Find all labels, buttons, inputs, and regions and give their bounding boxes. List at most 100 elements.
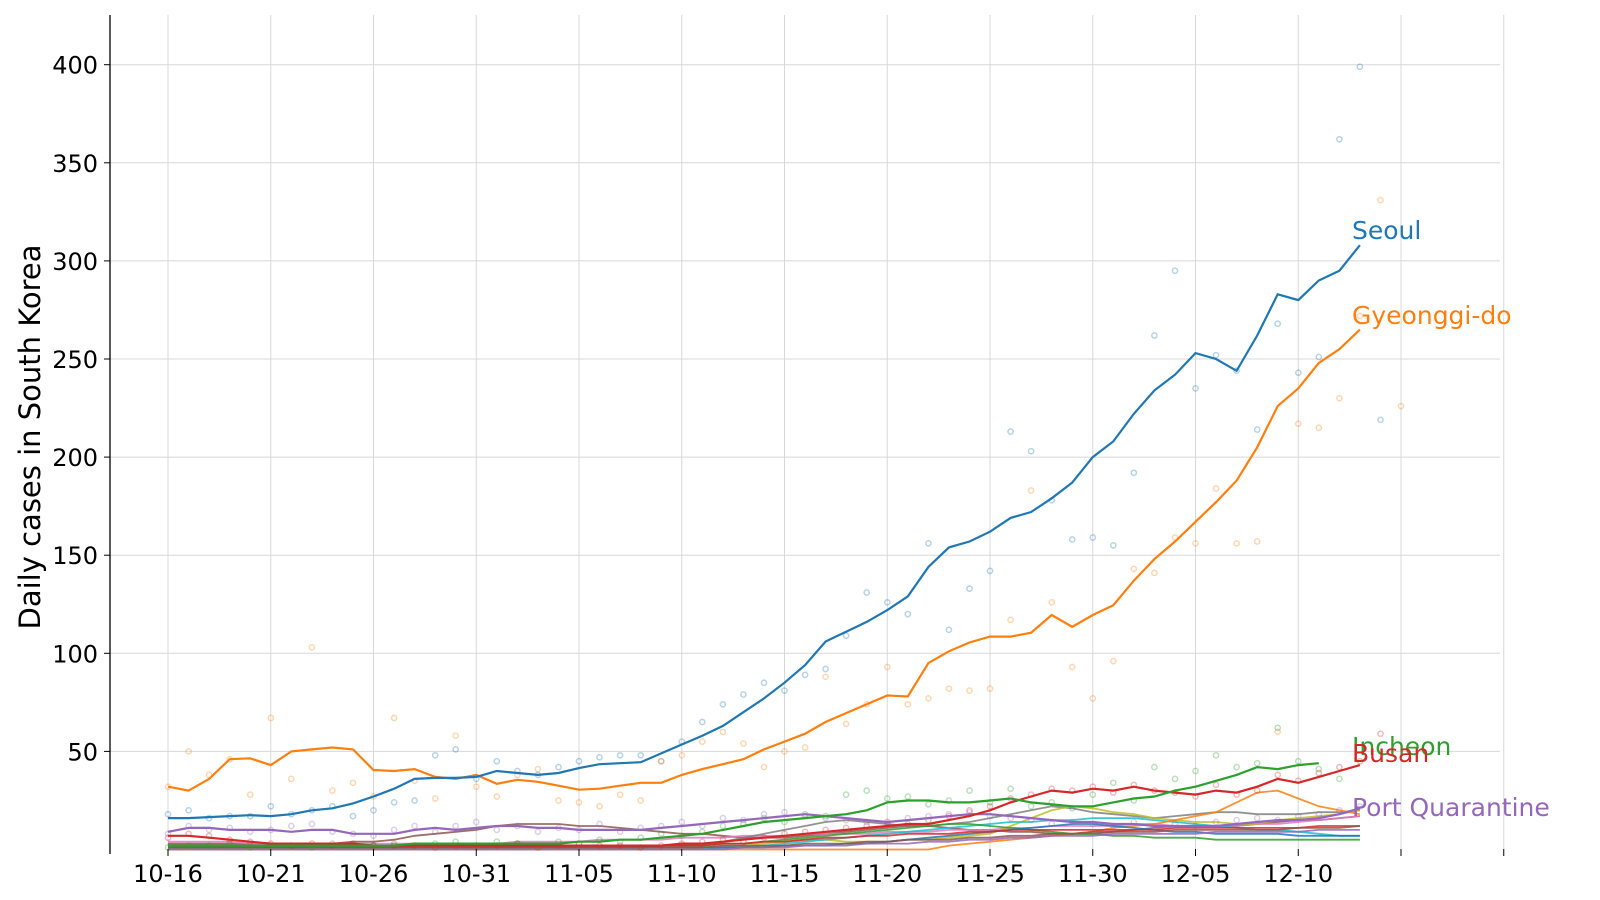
y-tick-label: 50: [67, 738, 98, 766]
daily-point: [657, 757, 665, 765]
daily-point: [719, 822, 727, 830]
daily-point: [1130, 565, 1138, 573]
daily-point: [411, 797, 418, 804]
daily-point: [1315, 769, 1323, 777]
daily-point: [1212, 351, 1220, 359]
y-tick-label: 300: [52, 248, 98, 276]
x-tick-label: 11-15: [750, 860, 820, 888]
daily-point: [1315, 353, 1323, 361]
x-tick-label: 11-25: [955, 860, 1025, 888]
y-tick-label: 100: [52, 640, 98, 668]
daily-point: [370, 806, 377, 814]
daily-point: [1356, 63, 1364, 71]
daily-point: [493, 826, 501, 834]
daily-point: [678, 751, 686, 759]
daily-point: [1027, 487, 1035, 494]
daily-point: [863, 589, 871, 596]
daily-point: [308, 820, 316, 828]
daily-point: [925, 801, 932, 808]
daily-point: [719, 814, 727, 822]
daily-point: [555, 797, 562, 804]
daily-point: [1397, 402, 1405, 410]
daily-point: [1130, 469, 1138, 477]
daily-point: [1253, 814, 1261, 822]
daily-point: [986, 567, 994, 575]
x-tick-label: 11-20: [852, 860, 922, 888]
daily-point: [904, 793, 912, 800]
daily-point: [1356, 312, 1364, 320]
daily-point: [637, 797, 645, 804]
daily-point: [349, 779, 357, 787]
daily-point: [1089, 534, 1097, 541]
daily-point: [637, 751, 645, 759]
daily-point: [925, 695, 932, 702]
daily-point: [883, 598, 891, 606]
daily-point: [1294, 420, 1302, 428]
daily-point: [1192, 385, 1199, 392]
daily-point: [698, 718, 706, 726]
daily-point: [904, 610, 912, 618]
daily-point: [1315, 765, 1323, 773]
x-tick-label: 10-26: [339, 860, 409, 888]
daily-point: [822, 665, 829, 673]
labeled-region-series: [167, 244, 1361, 847]
daily-point: [842, 720, 850, 728]
series-line: [168, 762, 1319, 847]
daily-point: [925, 540, 932, 547]
daily-point: [1027, 447, 1035, 455]
daily-point: [1253, 538, 1261, 545]
x-tick-label: 12-10: [1263, 860, 1333, 888]
series-label: Incheon: [1352, 732, 1451, 761]
y-tick-label: 200: [52, 444, 98, 472]
daily-point: [781, 808, 788, 816]
daily-point: [329, 787, 336, 794]
y-tick-label: 400: [52, 52, 98, 80]
daily-point: [1233, 816, 1240, 824]
daily-point: [1294, 369, 1302, 377]
series-label: Busan: [1352, 739, 1429, 768]
daily-point: [1007, 428, 1014, 435]
daily-point: [945, 626, 953, 634]
daily-point: [1274, 728, 1282, 736]
y-tick-label: 250: [52, 346, 98, 374]
series-label: Gyeonggi-do: [1352, 301, 1512, 330]
daily-point: [493, 757, 501, 765]
daily-point: [1007, 785, 1014, 793]
daily-point: [1212, 781, 1220, 789]
daily-point: [945, 685, 953, 692]
daily-point: [1048, 598, 1056, 606]
daily-point: [863, 787, 871, 794]
daily-point: [1089, 695, 1097, 702]
daily-point: [1377, 416, 1384, 424]
daily-point: [1315, 424, 1323, 432]
y-ticks: 50 100 150 200 250 300 350 400: [52, 52, 110, 766]
daily-point: [1007, 616, 1014, 624]
daily-point: [740, 740, 747, 747]
daily-point: [1048, 820, 1056, 828]
daily-point: [493, 793, 501, 800]
daily-point: [657, 757, 665, 765]
daily-point: [555, 763, 562, 771]
daily-point: [452, 732, 460, 740]
daily-point: [1253, 426, 1261, 433]
x-tick-label: 12-05: [1161, 860, 1231, 888]
daily-point: [760, 810, 768, 818]
gridlines: [110, 15, 1505, 849]
daily-point: [760, 679, 768, 687]
daily-point: [1233, 367, 1240, 375]
daily-point: [678, 818, 686, 826]
daily-point: [966, 787, 973, 794]
series-line: [168, 829, 1360, 851]
series-line: [167, 328, 1361, 792]
daily-point: [349, 812, 357, 820]
daily-point: [1068, 663, 1076, 671]
daily-point: [452, 822, 460, 830]
y-tick-label: 150: [52, 542, 98, 570]
daily-point: [1212, 818, 1220, 826]
daily-point: [616, 751, 624, 759]
daily-point: [1315, 810, 1323, 818]
daily-point: [842, 632, 850, 639]
x-tick-label: 10-31: [441, 860, 511, 888]
daily-point: [267, 802, 275, 810]
